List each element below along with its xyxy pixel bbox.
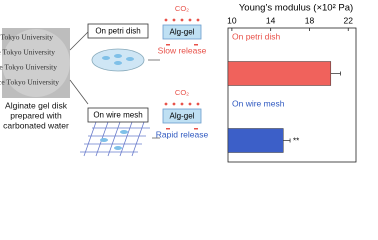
gas-dot xyxy=(196,18,200,22)
gas-dot xyxy=(188,18,192,22)
figure: ce Tokyo University ce Tokyo University ce… xyxy=(0,3,357,163)
release-label: Slow release xyxy=(158,45,207,55)
gas-dot xyxy=(188,102,192,106)
category-label: On petri dish xyxy=(232,31,280,41)
caption: carbonated water xyxy=(3,120,69,130)
petri-dish xyxy=(91,48,145,72)
x-tick-label: 14 xyxy=(266,15,276,25)
gel-piece xyxy=(126,57,134,61)
gas-dot xyxy=(196,102,200,106)
category-label: On wire mesh xyxy=(232,98,285,108)
x-tick-label: 10 xyxy=(227,15,237,25)
gel-disk xyxy=(2,29,70,97)
condition-box xyxy=(87,23,149,39)
gel-piece xyxy=(102,56,110,60)
gas-dot xyxy=(166,44,170,46)
gel-label: Alg-gel xyxy=(170,112,195,121)
condition-box xyxy=(87,107,149,123)
bar xyxy=(227,61,332,86)
photo-text: ce Tokyo University xyxy=(0,63,57,72)
gas-dot xyxy=(194,44,198,46)
gas-dot xyxy=(164,102,168,106)
gel-label: Alg-gel xyxy=(170,28,195,37)
caption: Alginate gel disk xyxy=(5,100,68,110)
gas-label: CO₂ xyxy=(175,4,189,13)
gas-dot xyxy=(180,18,184,22)
connector xyxy=(148,59,160,139)
gas-dot xyxy=(172,102,176,106)
photo-text: ce Tokyo University xyxy=(0,33,53,42)
gel-box xyxy=(162,24,202,40)
x-tick-label: 18 xyxy=(305,15,315,25)
gas-dot xyxy=(194,128,198,130)
plot-frame xyxy=(227,27,357,163)
caption: prepared with xyxy=(10,110,62,120)
condition-label: On petri dish xyxy=(95,27,140,36)
gas-dot xyxy=(166,128,170,130)
gas-dot xyxy=(180,102,184,106)
gas-label: CO₂ xyxy=(175,88,189,97)
gel-piece xyxy=(114,54,122,58)
gas-dot xyxy=(172,18,176,22)
gas-dot xyxy=(164,18,168,22)
wire-mesh xyxy=(80,121,150,157)
error-bar xyxy=(330,71,341,76)
x-tick-label: 22 xyxy=(344,15,354,25)
condition-label: On wire mesh xyxy=(93,111,142,120)
release-label: Rapid release xyxy=(156,129,209,139)
gel-box xyxy=(162,108,202,124)
gel-piece xyxy=(120,130,128,134)
gel-piece xyxy=(100,138,108,142)
gel-piece xyxy=(114,61,122,65)
photo-text: ce Tokyo University xyxy=(0,48,55,57)
error-bar xyxy=(283,138,291,143)
chart-title: Young’s modulus (×10² Pa) xyxy=(239,3,353,14)
significance: ** xyxy=(293,137,299,146)
photo-text: ce Tokyo University xyxy=(0,78,59,87)
bar xyxy=(227,128,284,153)
gel-piece xyxy=(114,146,122,150)
connector xyxy=(69,31,89,105)
